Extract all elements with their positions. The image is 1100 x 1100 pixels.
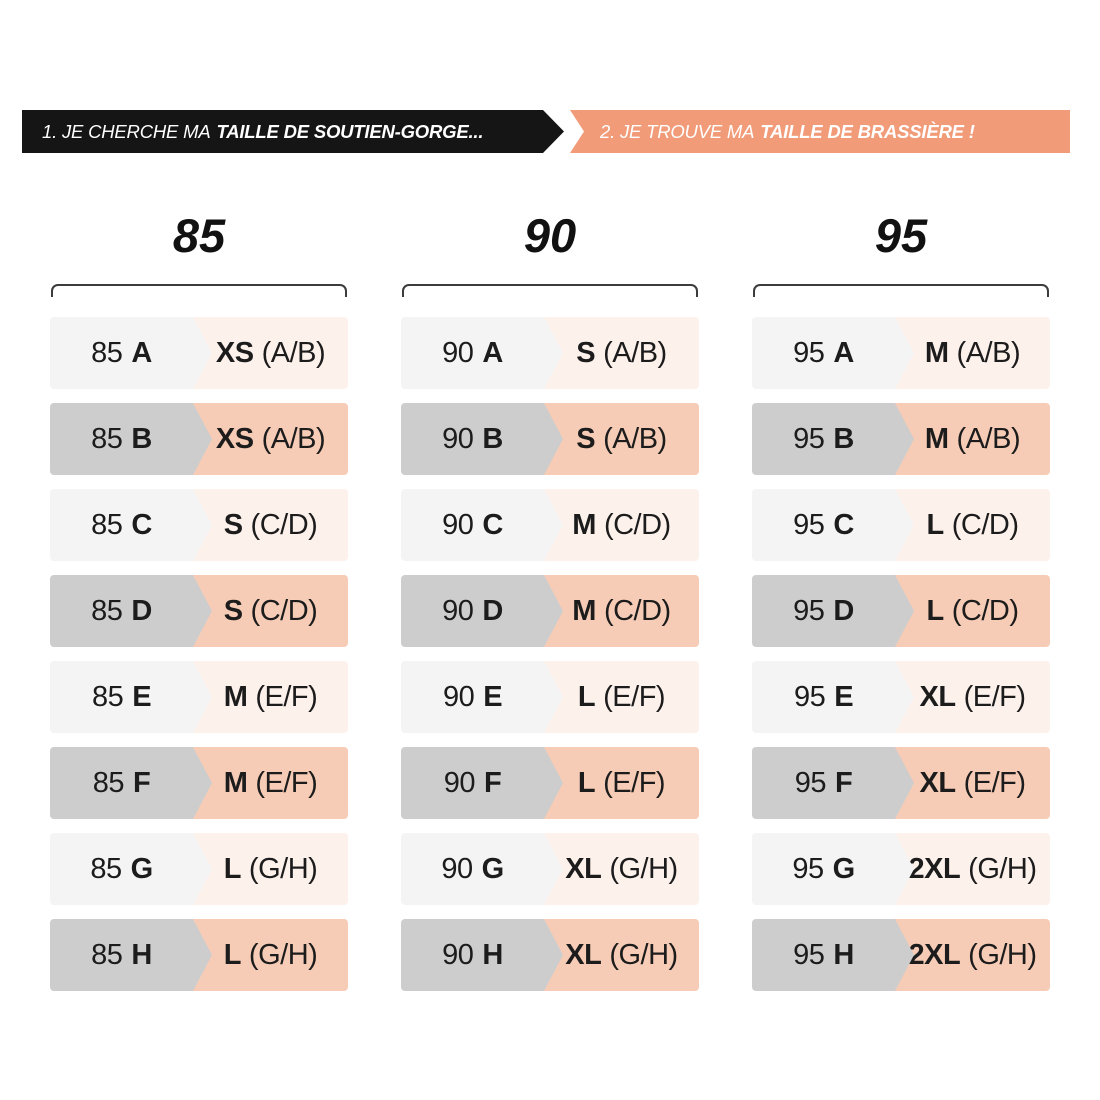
- bralette-size-cell: M (A/B): [895, 403, 1050, 475]
- bralette-size-cell: XS (A/B): [193, 403, 348, 475]
- bra-size-cell: 95 C: [752, 489, 914, 561]
- bra-size-cell: 90 E: [401, 661, 563, 733]
- row-95E: XL (E/F) 95 E: [752, 661, 1050, 733]
- bralette-size-cell: M (E/F): [193, 747, 348, 819]
- row-85F: M (E/F) 85 F: [50, 747, 348, 819]
- row-95B: M (A/B) 95 B: [752, 403, 1050, 475]
- column-85: 85 XS (A/B) 85 A XS (A/B) 85: [50, 205, 348, 991]
- row-95G: 2XL (G/H) 95 G: [752, 833, 1050, 905]
- bra-size-cell: 95 G: [752, 833, 914, 905]
- column-95-rows: M (A/B) 95 A M (A/B) 95 B: [752, 317, 1050, 991]
- row-90F: L (E/F) 90 F: [401, 747, 699, 819]
- step1-banner: 1. JE CHERCHE MA TAILLE DE SOUTIEN-GORGE…: [22, 110, 564, 153]
- column-90-rows: S (A/B) 90 A S (A/B) 90 B: [401, 317, 699, 991]
- bra-size-cell: 85 F: [50, 747, 212, 819]
- bralette-size-cell: L (G/H): [193, 919, 348, 991]
- bralette-size-cell: S (C/D): [193, 489, 348, 561]
- step2-prefix: 2. JE TROUVE MA: [600, 120, 755, 142]
- bralette-size-cell: XL (G/H): [544, 919, 699, 991]
- row-95A: M (A/B) 95 A: [752, 317, 1050, 389]
- column-90: 90 S (A/B) 90 A S (A/B) 90: [401, 205, 699, 991]
- row-85B: XS (A/B) 85 B: [50, 403, 348, 475]
- bralette-size-cell: L (E/F): [544, 747, 699, 819]
- bra-size-cell: 95 F: [752, 747, 914, 819]
- row-90G: XL (G/H) 90 G: [401, 833, 699, 905]
- bra-size-cell: 85 A: [50, 317, 212, 389]
- row-85G: L (G/H) 85 G: [50, 833, 348, 905]
- column-90-header: 90: [523, 209, 577, 262]
- row-85C: S (C/D) 85 C: [50, 489, 348, 561]
- column-85-bracket: [51, 284, 347, 297]
- bra-size-cell: 95 B: [752, 403, 914, 475]
- row-95D: L (C/D) 95 D: [752, 575, 1050, 647]
- column-95-bracket: [753, 284, 1049, 297]
- column-85-header: 85: [172, 209, 226, 262]
- bralette-size-cell: M (E/F): [193, 661, 348, 733]
- row-85H: L (G/H) 85 H: [50, 919, 348, 991]
- bra-size-cell: 90 H: [401, 919, 563, 991]
- bralette-size-cell: L (G/H): [193, 833, 348, 905]
- bra-size-cell: 95 E: [752, 661, 914, 733]
- bra-size-cell: 90 D: [401, 575, 563, 647]
- row-85A: XS (A/B) 85 A: [50, 317, 348, 389]
- bralette-size-cell: S (A/B): [544, 317, 699, 389]
- bra-size-cell: 85 D: [50, 575, 212, 647]
- bra-size-cell: 85 E: [50, 661, 212, 733]
- bralette-size-cell: XL (E/F): [895, 661, 1050, 733]
- bralette-size-cell: L (C/D): [895, 489, 1050, 561]
- bralette-size-cell: XL (E/F): [895, 747, 1050, 819]
- step1-prefix: 1. JE CHERCHE MA: [42, 120, 211, 142]
- bra-size-cell: 95 D: [752, 575, 914, 647]
- row-90B: S (A/B) 90 B: [401, 403, 699, 475]
- row-90H: XL (G/H) 90 H: [401, 919, 699, 991]
- row-95H: 2XL (G/H) 95 H: [752, 919, 1050, 991]
- row-85E: M (E/F) 85 E: [50, 661, 348, 733]
- bralette-size-cell: 2XL (G/H): [895, 833, 1050, 905]
- bralette-size-cell: S (C/D): [193, 575, 348, 647]
- row-95C: L (C/D) 95 C: [752, 489, 1050, 561]
- row-90D: M (C/D) 90 D: [401, 575, 699, 647]
- row-90E: L (E/F) 90 E: [401, 661, 699, 733]
- bra-size-cell: 85 C: [50, 489, 212, 561]
- bra-size-cell: 95 A: [752, 317, 914, 389]
- bra-size-cell: 90 G: [401, 833, 563, 905]
- bralette-size-cell: XL (G/H): [544, 833, 699, 905]
- bralette-size-cell: L (C/D): [895, 575, 1050, 647]
- column-95-header: 95: [874, 209, 928, 262]
- bra-size-cell: 90 F: [401, 747, 563, 819]
- bralette-size-cell: M (C/D): [544, 575, 699, 647]
- row-90C: M (C/D) 90 C: [401, 489, 699, 561]
- bra-size-cell: 85 H: [50, 919, 212, 991]
- bra-size-cell: 85 G: [50, 833, 212, 905]
- column-85-rows: XS (A/B) 85 A XS (A/B) 85 B: [50, 317, 348, 991]
- bra-size-cell: 90 B: [401, 403, 563, 475]
- row-95F: XL (E/F) 95 F: [752, 747, 1050, 819]
- step1-bold: TAILLE DE SOUTIEN-GORGE...: [216, 120, 484, 142]
- column-95: 95 M (A/B) 95 A M (A/B) 95: [752, 205, 1050, 991]
- bralette-size-cell: 2XL (G/H): [895, 919, 1050, 991]
- step2-banner: 2. JE TROUVE MA TAILLE DE BRASSIÈRE !: [570, 110, 1070, 153]
- bralette-size-cell: L (E/F): [544, 661, 699, 733]
- step2-bold: TAILLE DE BRASSIÈRE !: [760, 120, 975, 142]
- bralette-size-cell: M (A/B): [895, 317, 1050, 389]
- bra-size-cell: 90 C: [401, 489, 563, 561]
- bralette-size-cell: S (A/B): [544, 403, 699, 475]
- bra-size-cell: 95 H: [752, 919, 914, 991]
- bra-size-cell: 90 A: [401, 317, 563, 389]
- row-90A: S (A/B) 90 A: [401, 317, 699, 389]
- bralette-size-cell: XS (A/B): [193, 317, 348, 389]
- column-90-bracket: [402, 284, 698, 297]
- bralette-size-cell: M (C/D): [544, 489, 699, 561]
- row-85D: S (C/D) 85 D: [50, 575, 348, 647]
- bra-size-cell: 85 B: [50, 403, 212, 475]
